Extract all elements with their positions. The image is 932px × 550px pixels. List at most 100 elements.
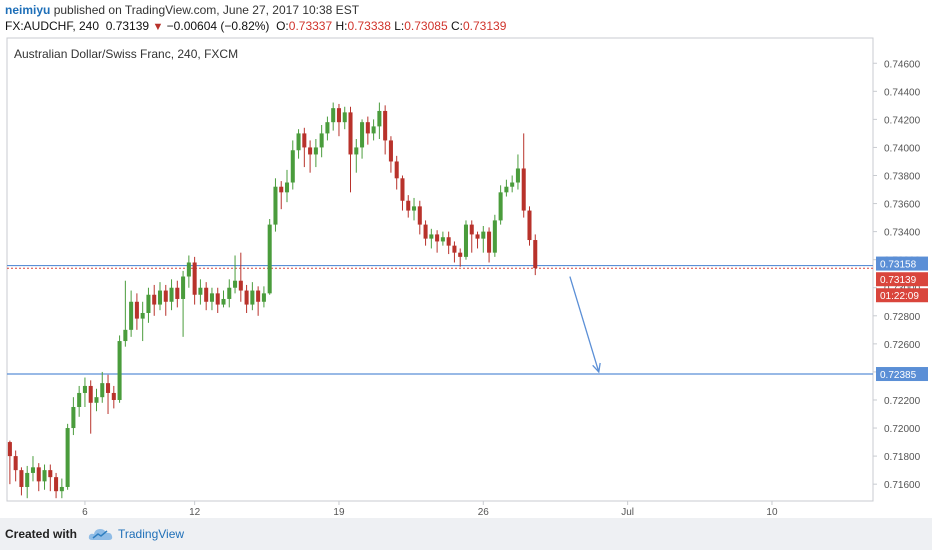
candle-body — [446, 237, 451, 246]
down-triangle-icon: ▼ — [152, 21, 164, 33]
plot-area[interactable] — [6, 37, 874, 502]
close-value: 0.73139 — [462, 19, 507, 33]
footer-bar: Created with TradingView — [0, 518, 932, 550]
candle-body — [336, 108, 341, 123]
high-label: H: — [335, 19, 348, 33]
candle-body — [308, 147, 313, 155]
y-tick-label: 0.74200 — [884, 115, 921, 126]
candle-body — [7, 442, 12, 457]
candle-body — [71, 406, 76, 429]
candle-body — [157, 290, 163, 305]
candle-body — [59, 486, 64, 492]
x-tick-label: 26 — [478, 507, 490, 518]
chart-title: Australian Dollar/Swiss Franc, 240, FXCM — [14, 47, 238, 61]
candle-body — [348, 112, 353, 155]
candle-body — [198, 287, 203, 295]
candle-body — [510, 182, 515, 187]
candle-body — [36, 467, 41, 482]
candle-body — [13, 456, 18, 471]
horizontal-levels[interactable] — [7, 264, 873, 375]
candle-body — [169, 287, 174, 302]
candle-body — [302, 133, 307, 148]
candle-body — [290, 150, 295, 183]
candle-body — [313, 147, 318, 155]
created-with-label: Created with — [5, 527, 78, 541]
current-price-tag: 0.73139 — [880, 275, 917, 286]
low-label: L: — [394, 19, 405, 33]
candle-body — [181, 276, 186, 299]
level-price-tag: 0.73158 — [880, 260, 917, 271]
price-chart[interactable]: Australian Dollar/Swiss Franc, 240, FXCM… — [0, 0, 932, 518]
forecast-arrow-line — [569, 276, 600, 373]
candle-body — [175, 287, 180, 299]
candle-body — [377, 110, 382, 127]
candle-body — [440, 237, 445, 242]
last-price: 0.73139 — [105, 19, 150, 33]
candle-body — [77, 392, 82, 407]
candle-body — [233, 280, 238, 288]
candle-body — [342, 112, 347, 123]
candle-body — [452, 245, 457, 253]
candle-body — [279, 186, 284, 193]
candle-body — [250, 290, 255, 305]
x-tick-label: 6 — [82, 507, 88, 518]
candle-body — [129, 301, 134, 330]
level-price-tag-bg — [876, 367, 928, 382]
y-tick-label: 0.73800 — [884, 171, 921, 182]
candle-body — [88, 385, 93, 403]
y-tick-label: 0.73400 — [884, 228, 921, 239]
candle-body — [244, 290, 249, 305]
tradingview-link[interactable]: TradingView — [118, 527, 185, 541]
candle-body — [504, 186, 509, 193]
candle-body — [527, 210, 532, 241]
ticker-symbol: FX:AUDCHF, 240 — [5, 19, 100, 33]
candle-body — [406, 200, 411, 211]
candle-body — [388, 140, 393, 162]
candle-body — [192, 262, 197, 295]
candle-body — [383, 110, 388, 141]
candle-body — [140, 312, 145, 319]
candle-body — [134, 301, 139, 319]
candle-body — [463, 224, 469, 257]
y-tick-label: 0.74400 — [884, 87, 921, 98]
candle-body — [331, 108, 336, 123]
candle-body — [458, 252, 463, 257]
candle-body — [117, 341, 122, 400]
current-price-tag-bg — [876, 272, 928, 287]
close-label: C: — [450, 19, 463, 33]
candle-body — [25, 472, 30, 487]
candle-body — [365, 122, 370, 134]
y-tick-label: 0.74000 — [884, 143, 921, 154]
candle-body — [256, 290, 261, 302]
candle-body — [94, 397, 99, 403]
x-axis[interactable]: 6 12 19 26 Jul 10 — [82, 501, 778, 518]
author-name[interactable]: neimiyu — [5, 3, 51, 17]
candle-body — [429, 234, 434, 239]
candle-body — [284, 182, 290, 193]
candle-body — [400, 178, 405, 201]
candle-body — [82, 385, 87, 393]
y-tick-label: 0.72800 — [884, 312, 921, 323]
candle-body — [273, 186, 278, 225]
x-tick-label: 12 — [189, 507, 201, 518]
header-line: neimiyu published on TradingView.com, Ju… — [5, 2, 359, 18]
candlestick-series[interactable] — [7, 102, 538, 499]
forecast-arrow-head — [592, 362, 601, 374]
candle-body — [152, 294, 157, 305]
candle-body — [533, 240, 538, 269]
y-tick-label: 0.73600 — [884, 200, 921, 211]
candle-body — [221, 298, 226, 305]
candle-body — [48, 470, 53, 478]
candle-body — [111, 392, 116, 400]
y-tick-label: 0.72600 — [884, 340, 921, 351]
candle-body — [19, 470, 24, 487]
candle-body — [435, 234, 440, 242]
x-tick-label: 19 — [333, 507, 345, 518]
candle-body — [487, 231, 492, 253]
candle-body — [411, 206, 417, 211]
annotations[interactable] — [569, 276, 601, 374]
candle-body — [227, 287, 232, 299]
candle-body — [100, 383, 105, 398]
candle-body — [54, 477, 59, 492]
tradingview-cloud-icon[interactable] — [88, 526, 114, 547]
